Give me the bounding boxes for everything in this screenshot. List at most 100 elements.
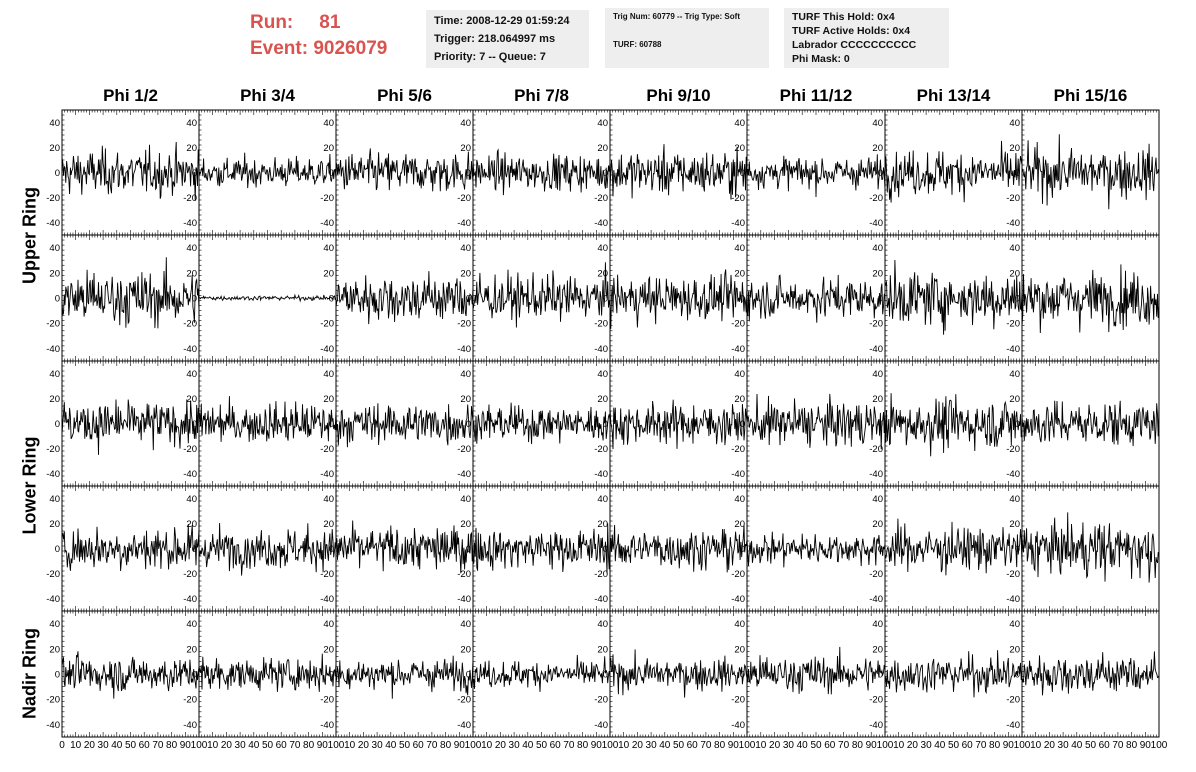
y-tick-label: -40	[731, 594, 745, 605]
y-tick-label: 40	[49, 619, 60, 630]
y-tick-label: 40	[323, 369, 334, 380]
y-tick-label: 0	[55, 670, 60, 681]
y-tick-label: 20	[49, 394, 60, 405]
y-tick-label: -20	[869, 444, 883, 455]
x-tick-label: 50	[125, 740, 137, 751]
y-tick-label: 20	[49, 644, 60, 655]
waveform-panel: 40 20 0 -20 -40	[869, 234, 1023, 362]
y-tick-label: 40	[186, 118, 197, 129]
y-tick-label: 20	[460, 519, 471, 530]
waveform-trace	[746, 274, 886, 323]
y-tick-label: -20	[1006, 444, 1020, 455]
y-tick-label: 0	[192, 419, 197, 430]
y-tick-label: -40	[869, 594, 883, 605]
y-tick-label: 0	[329, 168, 334, 179]
x-tick-label: 80	[303, 740, 315, 751]
y-tick-label: 0	[192, 544, 197, 555]
column-header-5: Phi 9/10	[646, 86, 711, 105]
y-tick-label: -20	[457, 695, 471, 706]
y-tick-label: 0	[603, 419, 608, 430]
y-tick-label: 40	[323, 494, 334, 505]
y-tick-label: -40	[731, 469, 745, 480]
waveform-panel: 40 20 0 -20 -40	[320, 485, 474, 612]
y-tick-label: 20	[460, 394, 471, 405]
y-tick-label: 40	[734, 369, 745, 380]
y-tick-label: 40	[1009, 369, 1020, 380]
waveform-panel: 40 20 0 -20 -40	[731, 234, 886, 362]
y-tick-label: -40	[1006, 594, 1020, 605]
waveform-panel: 40 20 0 -20 -40	[457, 360, 611, 487]
y-tick-label: -20	[594, 444, 608, 455]
waveform-panel: 40 20 0 -20 -40	[46, 485, 200, 612]
y-tick-label: 40	[1009, 118, 1020, 129]
turf-active-text: TURF Active Holds: 0x4	[792, 25, 911, 37]
y-tick-label: 0	[1015, 544, 1020, 555]
y-tick-label: 0	[1015, 294, 1020, 305]
y-tick-label: 20	[872, 519, 883, 530]
y-tick-label: -20	[869, 569, 883, 580]
y-tick-label: 40	[460, 619, 471, 630]
waveform-panel: 40 20 0 -20 -40	[594, 234, 748, 362]
column-header-7: Phi 13/14	[916, 86, 991, 105]
y-tick-label: 20	[460, 644, 471, 655]
y-tick-label: -40	[46, 469, 60, 480]
y-tick-label: 20	[460, 143, 471, 154]
y-tick-label: 0	[466, 670, 471, 681]
y-tick-label: -20	[320, 695, 334, 706]
waveform-panel: 40 20 0 -20 -40	[46, 234, 200, 362]
event-label: Event:	[250, 38, 309, 59]
event-row: Event: 9026079	[250, 36, 387, 62]
y-tick-label: 20	[872, 143, 883, 154]
y-tick-label: -20	[869, 319, 883, 330]
x-tick-label: 20	[221, 740, 233, 751]
waveform-panel: 40 20 0 -20 -40	[457, 234, 611, 362]
waveform-trace	[1021, 264, 1160, 334]
y-tick-label: 20	[323, 519, 334, 530]
y-tick-label: 0	[329, 544, 334, 555]
y-tick-label: 20	[597, 519, 608, 530]
waveform-trace	[61, 651, 200, 699]
y-tick-label: 0	[329, 294, 334, 305]
waveform-panel: 40 20 0 -20 -40	[731, 360, 886, 487]
y-tick-label: 40	[323, 243, 334, 254]
y-tick-label: -40	[457, 594, 471, 605]
run-event-box: Run: 81 Event: 9026079	[250, 10, 387, 62]
event-value: 9026079	[313, 38, 388, 59]
waveform-trace	[335, 271, 474, 325]
trig-num-text: Trig Num: 60779 -- Trig Type: Soft	[613, 12, 740, 21]
y-tick-label: 40	[597, 118, 608, 129]
y-tick-label: -40	[594, 469, 608, 480]
panel-frame	[61, 109, 200, 236]
y-tick-label: 0	[466, 168, 471, 179]
y-tick-label: -20	[457, 569, 471, 580]
y-tick-label: -40	[731, 344, 745, 355]
y-tick-label: -20	[731, 444, 745, 455]
y-tick-label: 0	[1015, 168, 1020, 179]
x-tick-label: 20	[84, 740, 96, 751]
waveform-trace	[198, 396, 337, 442]
x-tick-label: 10	[481, 740, 493, 751]
waveform-panel: 40 20 0 -20 -40	[594, 109, 748, 236]
priority-text: Priority: 7 -- Queue: 7	[434, 51, 546, 63]
x-tick-label: 80	[577, 740, 589, 751]
y-tick-label: 0	[878, 168, 883, 179]
y-tick-label: 20	[734, 394, 745, 405]
y-tick-label: -20	[457, 444, 471, 455]
y-tick-label: -40	[869, 344, 883, 355]
y-tick-label: -40	[320, 594, 334, 605]
waveform-panel: 40 20 0 -20 -40	[1006, 109, 1160, 236]
y-tick-label: 40	[734, 494, 745, 505]
waveform-panel: 40 20 0 -20 -40	[869, 109, 1023, 236]
waveform-panel: 40 20 0 -20 -40	[869, 360, 1023, 487]
y-tick-label: -20	[457, 319, 471, 330]
y-tick-label: -20	[594, 193, 608, 204]
x-tick-label: 60	[276, 740, 288, 751]
y-tick-label: 0	[192, 168, 197, 179]
labrador-text: Labrador CCCCCCCCCC	[792, 39, 917, 51]
y-tick-label: 40	[734, 243, 745, 254]
x-tick-label: 10	[70, 740, 82, 751]
y-tick-label: -40	[46, 344, 60, 355]
waveform-panel: 40 20 0 -20 -40	[1006, 234, 1160, 362]
x-tick-label: 80	[166, 740, 178, 751]
y-tick-label: 0	[603, 294, 608, 305]
